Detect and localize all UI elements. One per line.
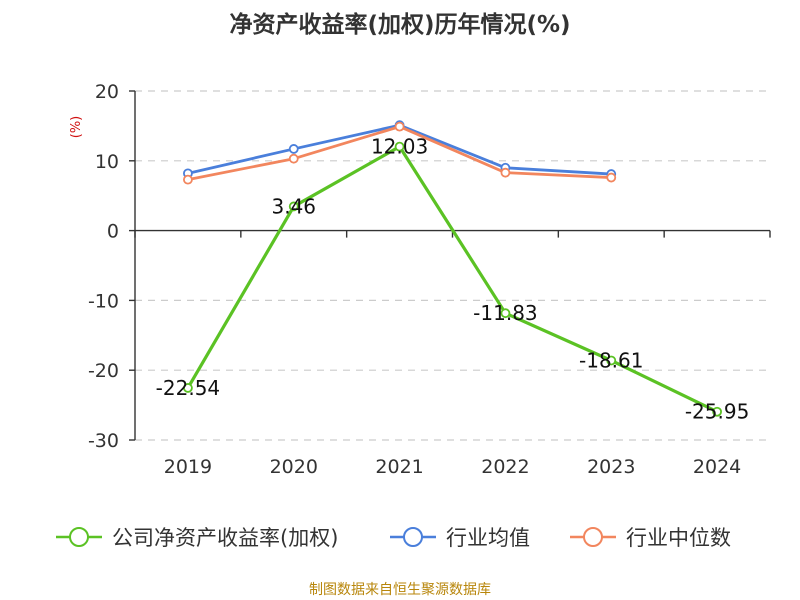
x-tick-label: 2019	[164, 456, 212, 478]
data-label: -25.95	[685, 400, 749, 424]
x-tick-label: 2024	[693, 456, 741, 478]
y-tick-label: 0	[107, 221, 119, 243]
data-point	[606, 355, 617, 366]
x-tick-label: 2020	[270, 456, 318, 478]
data-point	[712, 406, 722, 417]
data-label: -18.61	[579, 348, 643, 372]
axes: 20 10 0 -10 -20 -30 2019 2020 2021 2022 2023 2024	[88, 81, 771, 478]
data-point	[183, 174, 193, 185]
data-labels: -22.54 3.46 12.03 -11.83 -18.61 -25.95	[156, 135, 750, 424]
legend: 公司净资产收益率(加权) 行业均值 行业中位数	[56, 526, 731, 550]
data-point	[288, 144, 299, 154]
legend-swatch-marker	[583, 527, 603, 547]
x-tick-label: 2022	[481, 456, 529, 478]
y-tick-label: -10	[88, 290, 119, 312]
y-tick-label: -30	[88, 430, 119, 452]
data-point	[394, 121, 405, 132]
y-tick-label: 10	[95, 151, 119, 173]
legend-swatch-marker	[403, 527, 423, 547]
data-label: 12.03	[371, 135, 428, 159]
data-point	[500, 308, 511, 319]
y-axis-label: (%)	[69, 116, 84, 139]
series-lines	[183, 120, 722, 417]
data-label: 3.46	[271, 194, 316, 218]
data-point	[288, 153, 299, 164]
y-tick-label: 20	[95, 81, 119, 103]
x-tick-label: 2021	[375, 456, 423, 478]
data-point	[500, 167, 511, 178]
x-tick-label: 2023	[587, 456, 635, 478]
series-line	[186, 145, 718, 414]
data-point	[288, 201, 299, 212]
gridlines	[135, 90, 770, 441]
legend-label: 行业均值	[446, 526, 530, 550]
data-label: -22.54	[156, 376, 220, 400]
data-label: -11.83	[473, 301, 537, 325]
data-point	[394, 141, 405, 152]
data-point	[183, 383, 193, 393]
data-point	[606, 172, 617, 183]
chart-title: 净资产收益率(加权)历年情况(%)	[229, 11, 570, 38]
legend-label: 公司净资产收益率(加权)	[112, 526, 338, 550]
y-tick-label: -20	[88, 360, 119, 382]
source-note: 制图数据来自恒生聚源数据库	[309, 582, 491, 598]
legend-swatch-marker	[69, 527, 89, 547]
legend-label: 行业中位数	[626, 526, 731, 550]
